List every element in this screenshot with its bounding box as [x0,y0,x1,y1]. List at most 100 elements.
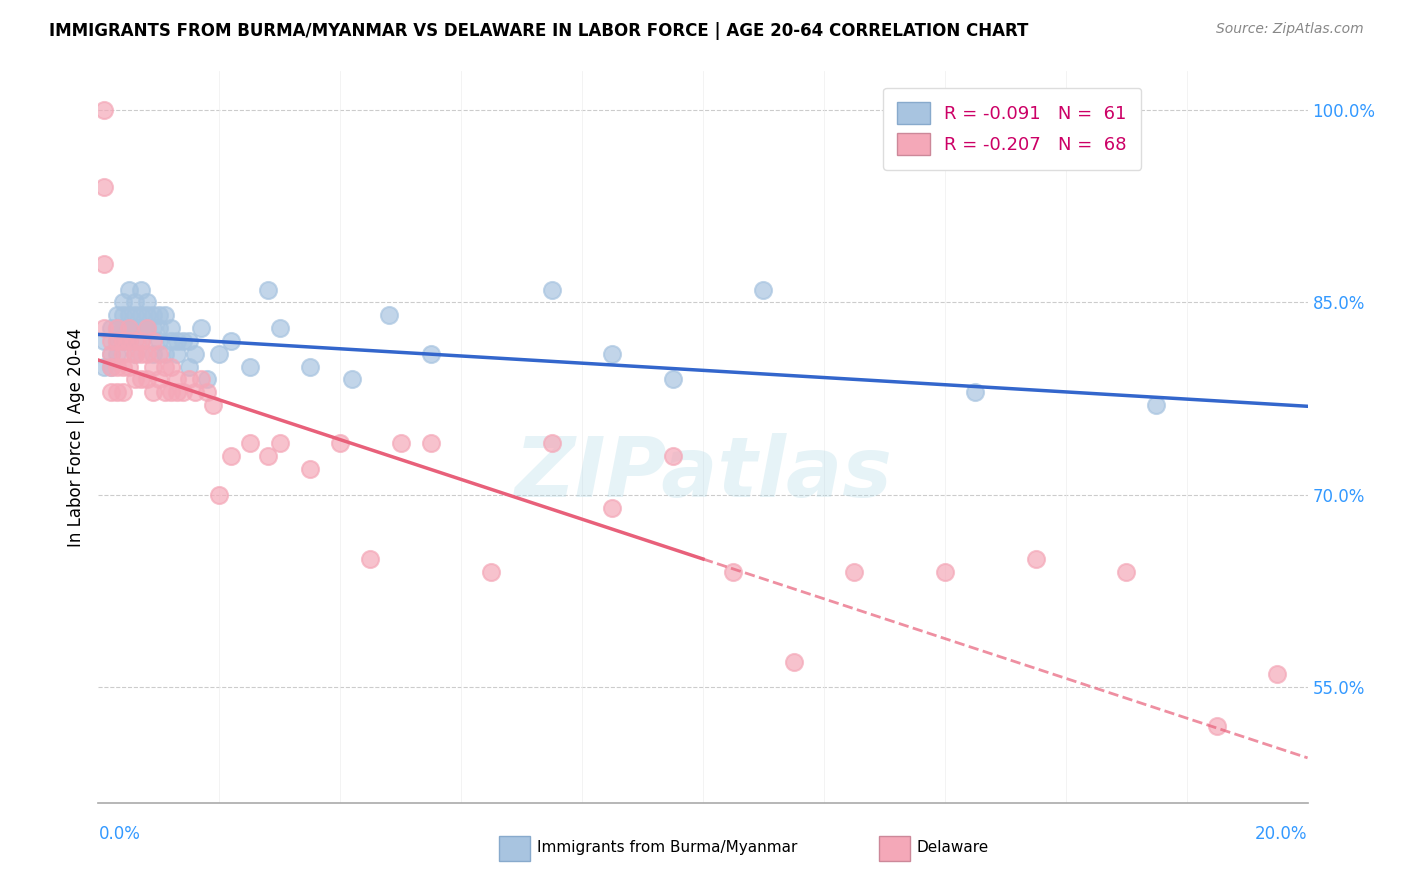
Point [1024,552,1046,566]
Point [100,385,122,400]
Point [148,346,170,360]
Point [148,308,170,322]
Point [124,295,146,310]
Point [166,372,188,386]
Point [124,308,146,322]
Point [118,334,141,348]
Point [1144,398,1167,412]
Point [256,450,278,464]
Point [153,359,176,374]
Point [148,321,170,335]
Point [662,450,685,464]
Point [93,321,115,335]
Y-axis label: In Labor Force | Age 20-64: In Labor Force | Age 20-64 [66,327,84,547]
Point [118,283,141,297]
Point [195,372,218,386]
Point [184,385,207,400]
Point [166,334,188,348]
Point [481,565,503,579]
Point [934,565,956,579]
Point [269,321,291,335]
Point [153,346,176,360]
Point [299,359,322,374]
Point [179,359,201,374]
Point [1267,667,1289,681]
Point [239,436,262,450]
Point [184,346,207,360]
Point [420,346,443,360]
Point [93,334,115,348]
Point [190,372,212,386]
Point [208,488,231,502]
Point [360,552,382,566]
Point [256,283,278,297]
Point [111,334,134,348]
Point [160,334,183,348]
Point [166,385,188,400]
Point [100,334,122,348]
Point [420,436,443,450]
Point [179,372,201,386]
Text: Immigrants from Burma/Myanmar: Immigrants from Burma/Myanmar [537,840,797,855]
Point [135,295,157,310]
Point [602,346,624,360]
Text: Source: ZipAtlas.com: Source: ZipAtlas.com [1216,22,1364,37]
Point [221,334,243,348]
Point [965,385,987,400]
Point [723,565,745,579]
Point [111,321,134,335]
Point [111,346,134,360]
Text: ZIPatlas: ZIPatlas [515,434,891,514]
Point [129,334,152,348]
Point [118,359,141,374]
Point [129,283,152,297]
Point [389,436,412,450]
Point [160,359,183,374]
Point [153,308,176,322]
Point [135,321,157,335]
Point [299,462,322,476]
Point [93,257,115,271]
Point [662,372,685,386]
Point [142,385,165,400]
Point [166,346,188,360]
Point [329,436,352,450]
Text: Delaware: Delaware [917,840,988,855]
Point [124,334,146,348]
Point [142,334,165,348]
Point [124,372,146,386]
Point [179,334,201,348]
Point [111,295,134,310]
Point [93,103,115,117]
Point [124,346,146,360]
Point [105,308,128,322]
Point [142,359,165,374]
Point [135,346,157,360]
Point [105,334,128,348]
Point [172,385,194,400]
Point [118,321,141,335]
Point [221,450,243,464]
Point [239,359,262,374]
Point [269,436,291,450]
Point [1327,783,1350,797]
Text: IMMIGRANTS FROM BURMA/MYANMAR VS DELAWARE IN LABOR FORCE | AGE 20-64 CORRELATION: IMMIGRANTS FROM BURMA/MYANMAR VS DELAWAR… [49,22,1029,40]
Point [844,565,866,579]
Point [118,308,141,322]
Point [783,655,806,669]
Point [129,346,152,360]
Point [190,321,212,335]
Point [105,359,128,374]
Point [142,308,165,322]
Point [111,334,134,348]
Point [111,308,134,322]
Point [148,372,170,386]
Point [124,321,146,335]
Point [172,334,194,348]
Point [377,308,399,322]
Point [100,346,122,360]
Point [124,346,146,360]
Point [148,334,170,348]
Point [105,321,128,335]
Point [1206,719,1229,733]
